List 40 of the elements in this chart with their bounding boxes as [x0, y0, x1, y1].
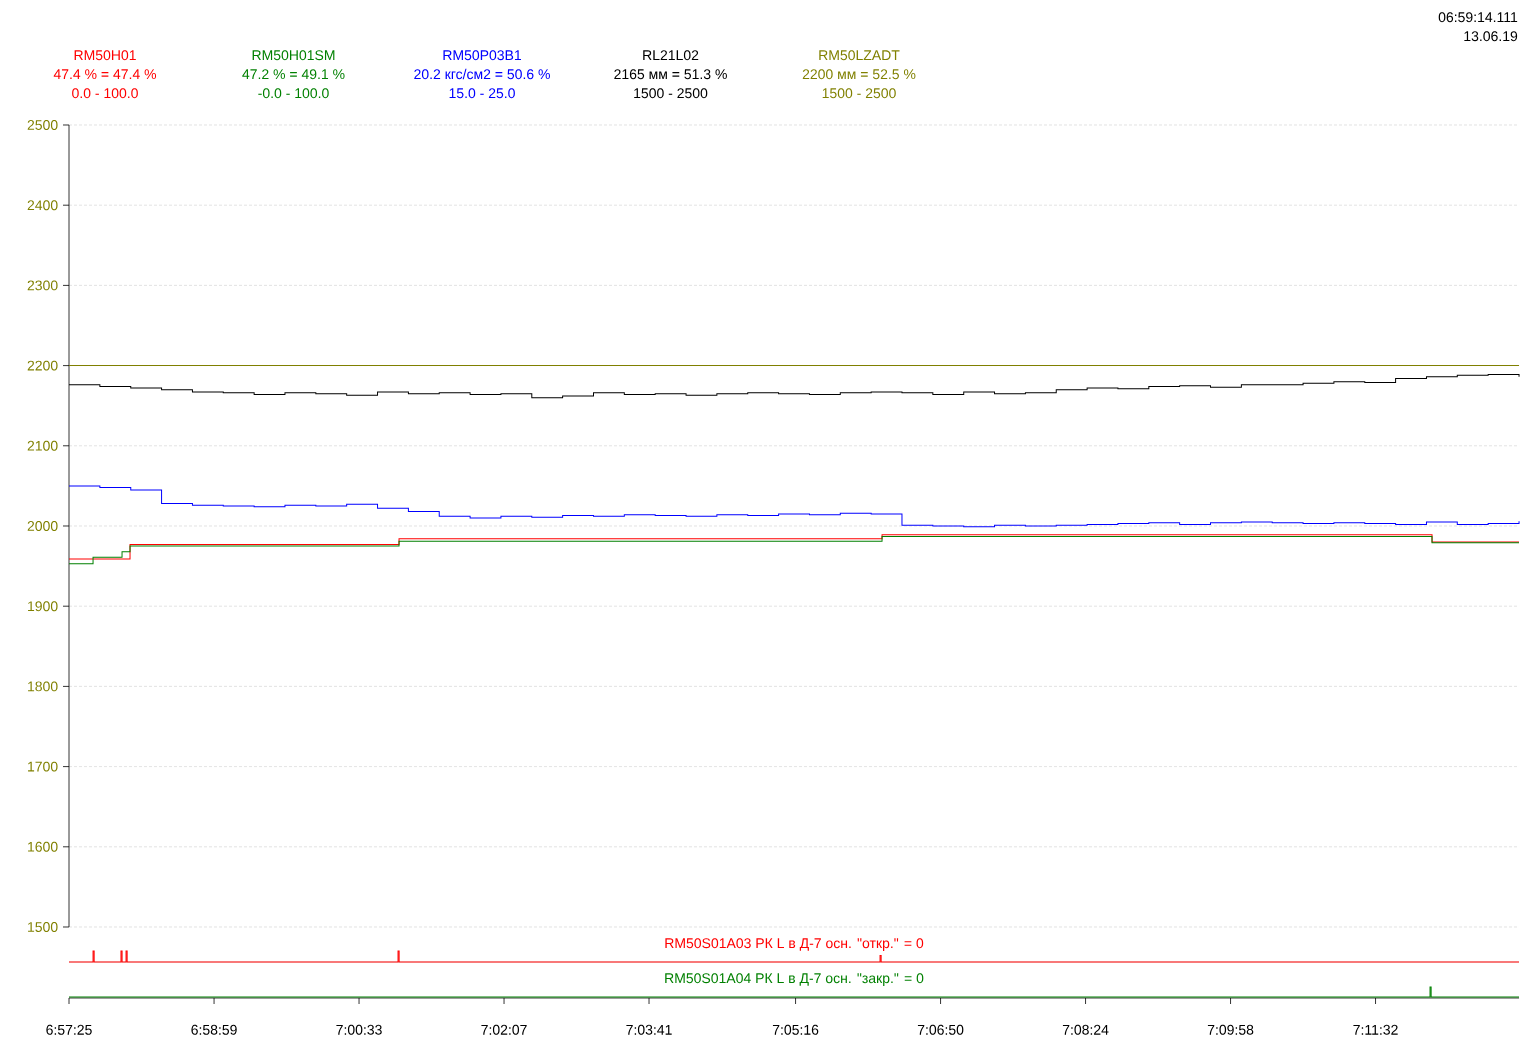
text: 2200 мм = 52.5 % [802, 69, 916, 80]
x-tick-label: 7:00:33 [336, 1024, 382, 1035]
text: 1500 - 2500 [822, 88, 896, 99]
text: RM50H01SM [252, 50, 335, 61]
y-tick-label: 2300 [27, 280, 58, 291]
y-tick-label: 1800 [28, 681, 58, 692]
text: 06:59:14.111 [1438, 12, 1518, 23]
y-tick-label: 2200 [27, 360, 58, 371]
x-tick-label: 6:57:25 [46, 1024, 92, 1035]
text: 0.0 - 100.0 [72, 88, 138, 99]
y-tick-label: 1600 [28, 841, 58, 852]
y-tick-label: 2000 [27, 521, 58, 531]
text: RL21L02 [643, 50, 699, 61]
x-tick-label: 6:58:59 [191, 1024, 237, 1035]
x-tick-label: 7:11:32 [1353, 1024, 1398, 1035]
text: 13.06.19 [1464, 31, 1518, 42]
text: 47.2 % = 49.1 % [242, 69, 345, 80]
y-tick-label: 1500 [28, 922, 58, 932]
y-tick-label: 1900 [28, 601, 58, 612]
y-tick-label: 1700 [28, 761, 58, 772]
x-tick-label: 7:02:07 [481, 1024, 527, 1035]
x-tick-label: 7:08:24 [1062, 1024, 1109, 1035]
x-tick-label: 7:09:58 [1207, 1024, 1254, 1035]
text: 20.2 кгс/см2 = 50.6 % [414, 68, 550, 80]
series-label: RM50S01A04 РК L в Д-7 осн. "закр." = 0 [665, 973, 924, 986]
text: RM50LZADT [819, 50, 900, 61]
text: -0.0 - 100.0 [258, 88, 329, 99]
text: 1500 - 2500 [634, 88, 708, 99]
text: RM50H01 [74, 50, 136, 61]
text: RM50P03B1 [443, 50, 521, 61]
x-tick-label: 7:06:50 [917, 1024, 964, 1035]
text: 47.4 % = 47.4 % [53, 69, 157, 80]
x-tick-label: 7:05:16 [772, 1024, 819, 1035]
series-label: RM50S01A03 РК L в Д-7 осн. "откр." = 0 [665, 938, 924, 951]
text: 2165 мм = 51.3 % [614, 69, 727, 80]
y-tick-label: 2400 [27, 200, 58, 211]
y-tick-label: 2100 [27, 440, 58, 451]
x-tick-label: 7:03:41 [626, 1024, 672, 1035]
text: 15.0 - 25.0 [449, 88, 515, 99]
y-tick-label: 2500 [27, 120, 58, 130]
